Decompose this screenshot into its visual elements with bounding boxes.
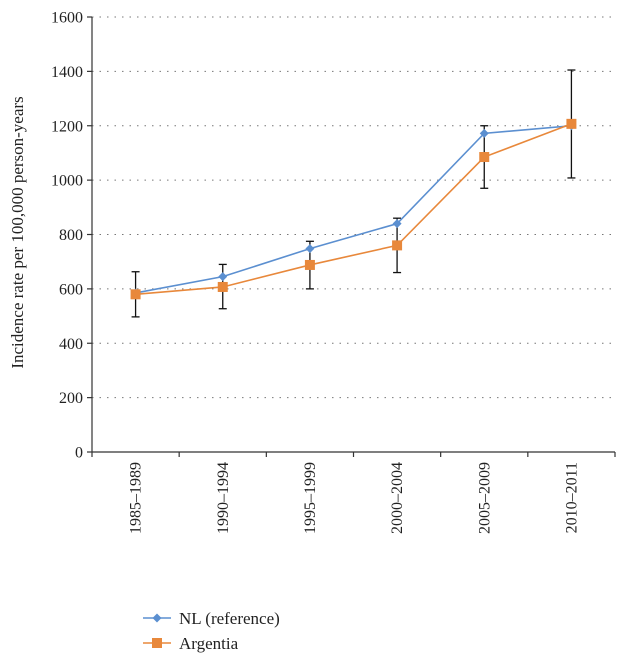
y-tick-labels: 0 200 400 600 800 1000 1200 1400 1600 [51,10,92,462]
gridlines [92,16,615,399]
x-tick-label: 2000–2004 [389,462,406,534]
x-tick-label: 2010–2011 [563,462,580,533]
y-tick-label: 1600 [51,10,83,27]
square-marker [392,240,403,251]
square-marker [566,118,577,129]
y-tick-label: 400 [59,336,83,353]
diamond-marker [479,128,489,138]
y-tick-label: 600 [59,281,83,298]
series-lines [130,118,577,300]
legend: NL (reference) Argentia [143,609,280,653]
legend-label: Argentia [179,634,239,653]
x-tick-label: 2005–2009 [476,462,493,534]
diamond-marker [305,244,315,254]
y-tick-label: 1200 [51,118,83,135]
x-tick-label: 1990–1994 [215,462,232,534]
y-axis-title: Incidence rate per 100,000 person-years [8,96,27,368]
x-tick-labels: 1985–1989 1990–1994 1995–1999 2000–2004 2005… [91,452,616,534]
y-tick-label: 200 [59,390,83,407]
y-tick-label: 800 [59,227,83,244]
y-tick-label: 1400 [51,64,83,81]
square-marker [130,289,141,300]
square-marker [217,281,228,292]
error-bars [131,69,576,318]
x-tick-label: 1995–1999 [302,462,319,534]
square-marker [304,259,315,270]
diamond-marker [218,272,228,282]
legend-diamond-icon [152,613,162,623]
y-tick-label: 0 [75,445,83,462]
square-marker [479,152,490,163]
legend-square-icon [152,638,162,648]
series-line-1 [135,123,572,296]
diamond-marker [392,219,402,229]
x-tick-label: 1985–1989 [128,462,145,534]
series-line-0 [135,124,572,294]
axes [91,17,615,453]
y-tick-label: 1000 [51,173,83,190]
legend-label: NL (reference) [179,609,280,628]
